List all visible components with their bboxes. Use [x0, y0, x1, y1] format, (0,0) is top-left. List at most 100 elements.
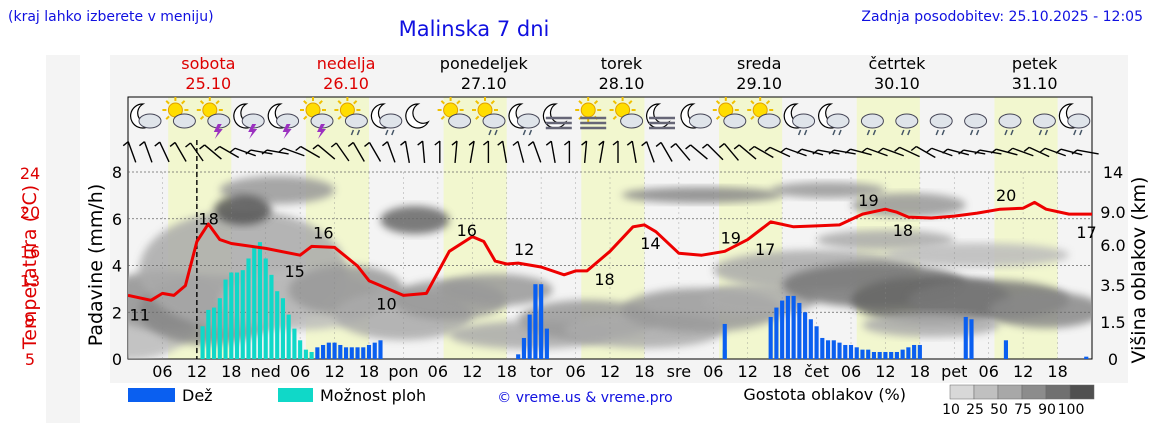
sun-thunder-icon — [196, 97, 231, 139]
shower-bar — [200, 326, 205, 359]
cloud-rain-icon — [1032, 113, 1056, 136]
wind-shaft — [532, 141, 542, 163]
cloud-height-tick-label: 3.5 — [1100, 276, 1125, 295]
x-tick-label: 06 — [703, 362, 723, 381]
wind-feather — [417, 140, 424, 146]
wind-shaft — [690, 144, 708, 160]
day-name: torek — [601, 54, 643, 73]
wind-barb — [563, 140, 571, 163]
wind-feather — [400, 140, 406, 146]
wind-feather — [512, 140, 519, 146]
temperature-label: 15 — [284, 262, 304, 281]
x-tick-label: 06 — [428, 362, 448, 381]
shower-bar — [234, 272, 240, 359]
wind-barb — [400, 140, 410, 163]
lightning-bolt — [213, 124, 223, 139]
temperature-label: 18 — [594, 270, 614, 289]
wind-barb — [626, 140, 637, 163]
rain-bar — [814, 326, 819, 359]
sun-ray — [628, 100, 633, 105]
temperature-label: 17 — [755, 240, 775, 259]
cloud-shape — [344, 113, 368, 129]
wind-barb — [261, 149, 289, 155]
rain-drop — [488, 129, 492, 136]
rain-bar — [848, 344, 854, 359]
shower-bar — [252, 246, 257, 359]
precip-tick-label: 8 — [112, 163, 122, 182]
sun-rain-icon — [334, 97, 368, 136]
sun-thunder-icon — [300, 97, 334, 139]
sun-ray — [750, 100, 755, 105]
shower-bar — [240, 270, 245, 359]
wind-feather — [701, 143, 708, 149]
sun-ray — [440, 115, 445, 120]
day-name: petek — [1012, 54, 1058, 73]
x-tick-label: 18 — [221, 362, 241, 381]
wind-shaft — [599, 141, 605, 163]
rain-legend-label: Dež — [182, 386, 213, 405]
moon-rain-icon — [783, 103, 816, 136]
wind-shaft — [234, 147, 256, 157]
wind-barb — [295, 145, 321, 159]
shower-bar — [212, 307, 217, 359]
wind-shaft — [645, 141, 655, 163]
temperature-label: 11 — [130, 306, 150, 325]
rain-drop — [1010, 129, 1014, 136]
sun-cloud-icon — [747, 97, 781, 129]
wind-shaft — [300, 145, 321, 159]
cloud-shape — [826, 113, 850, 129]
sun-cloud-icon — [437, 97, 472, 129]
moon-icon — [405, 103, 430, 129]
wind-feather — [199, 144, 206, 150]
rain-bar — [917, 344, 922, 359]
wind-barb — [1007, 147, 1034, 157]
wind-barb — [958, 149, 986, 155]
density-swatch — [949, 384, 975, 400]
cloud-shape — [998, 113, 1022, 129]
day-name: nedelja — [317, 54, 376, 73]
wind-shaft — [817, 149, 840, 155]
rain-drop — [356, 129, 361, 136]
wind-shaft — [753, 145, 774, 159]
wind-shaft — [421, 140, 426, 164]
x-tick-label: 12 — [875, 362, 895, 381]
wind-barb — [214, 145, 240, 159]
cloud-shape — [1067, 113, 1091, 129]
wind-feather — [748, 145, 755, 152]
cloud-density-blob — [214, 195, 272, 225]
wind-shaft — [631, 141, 637, 163]
rain-drop — [350, 129, 355, 136]
wind-shaft — [517, 141, 525, 163]
rain-drop — [935, 129, 939, 136]
cloud-height-tick-label: 1.5 — [1100, 313, 1125, 332]
temperature-label: 18 — [198, 210, 218, 229]
rain-drop — [832, 129, 836, 136]
wind-feather — [1023, 146, 1030, 152]
sun-ray — [303, 100, 308, 105]
cloud-height-tick-label: 9.0 — [1100, 203, 1125, 222]
wind-shaft — [583, 140, 588, 164]
wind-feather — [434, 140, 441, 146]
rain-drop — [838, 129, 842, 136]
rain-bar — [533, 284, 538, 359]
temperature-tick-label: 13 — [20, 272, 40, 291]
rain-drop — [907, 129, 911, 136]
temperature-tick-label: 5 — [25, 350, 35, 369]
wind-barb — [527, 141, 542, 163]
wind-feather — [278, 147, 285, 153]
temperature-label: 10 — [376, 295, 396, 314]
rain-drop — [494, 129, 498, 136]
wind-shaft — [550, 141, 556, 163]
wind-feather — [764, 146, 771, 152]
wind-feather — [169, 141, 176, 148]
shower-bar — [309, 351, 314, 359]
x-tick-label: 18 — [359, 362, 379, 381]
rain-bar — [1084, 356, 1089, 359]
wind-shaft — [1044, 147, 1066, 157]
rain-bar — [332, 342, 337, 359]
temperature-axis-title: Temperatura (°C) — [19, 185, 41, 350]
wind-barb — [894, 146, 920, 158]
wind-barb — [910, 145, 936, 159]
wind-barb — [942, 148, 970, 156]
wind-barb — [926, 147, 953, 157]
